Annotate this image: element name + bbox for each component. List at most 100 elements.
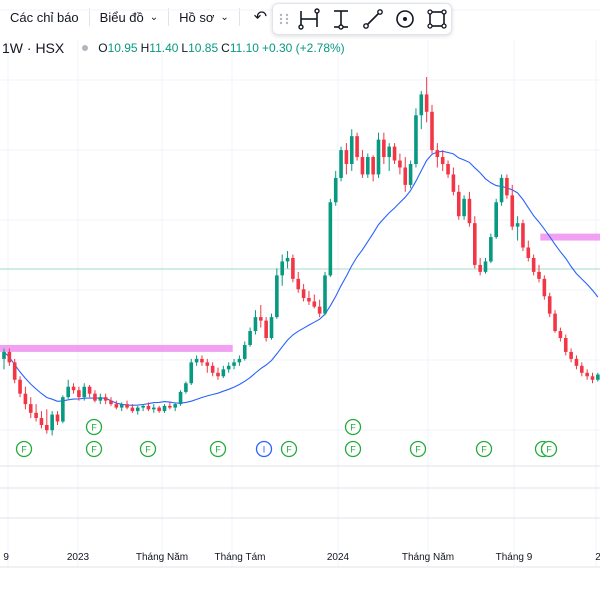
candle-up[interactable] — [221, 369, 226, 377]
candle-up[interactable] — [515, 223, 520, 227]
candle-down[interactable] — [403, 167, 408, 185]
candle-down[interactable] — [360, 157, 365, 175]
candle-down[interactable] — [77, 390, 81, 398]
candle-up[interactable] — [194, 358, 199, 363]
candle-down[interactable] — [446, 164, 450, 175]
candle-up[interactable] — [499, 177, 504, 203]
candle-down[interactable] — [259, 317, 263, 321]
dividend-event-marker[interactable]: F — [475, 440, 493, 458]
symbol-label[interactable]: 1W · HSX — [2, 40, 65, 56]
candle-down[interactable] — [569, 351, 573, 359]
candle-up[interactable] — [61, 397, 65, 422]
candle-down[interactable] — [553, 313, 557, 332]
price-range-tool[interactable] — [327, 5, 355, 33]
candle-up[interactable] — [189, 362, 194, 384]
candle-down[interactable] — [71, 386, 76, 391]
candle-down[interactable] — [424, 94, 429, 112]
candle-up[interactable] — [98, 397, 103, 401]
rectangle-tool[interactable] — [423, 5, 451, 33]
candle-up[interactable] — [237, 358, 242, 363]
candle-down[interactable] — [505, 177, 509, 196]
candle-down[interactable] — [39, 418, 44, 425]
candle-up[interactable] — [285, 257, 290, 262]
candle-up[interactable] — [280, 261, 284, 276]
candle-down[interactable] — [590, 376, 595, 380]
candle-down[interactable] — [205, 362, 210, 366]
candle-up[interactable] — [269, 317, 274, 338]
candle-up[interactable] — [232, 362, 236, 366]
candle-up[interactable] — [173, 404, 177, 408]
candle-up[interactable] — [119, 404, 124, 408]
candle-down[interactable] — [526, 247, 531, 258]
dividend-event-marker[interactable]: F — [540, 440, 558, 458]
candle-up[interactable] — [483, 261, 488, 272]
candle-down[interactable] — [456, 191, 461, 217]
candle-up[interactable] — [462, 198, 466, 217]
candle-up[interactable] — [489, 237, 493, 262]
candle-down[interactable] — [55, 414, 60, 422]
candle-up[interactable] — [82, 386, 87, 398]
candle-up[interactable] — [328, 202, 333, 276]
candle-up[interactable] — [387, 146, 391, 158]
candle-down[interactable] — [558, 331, 563, 338]
undo-button[interactable]: ↶ — [240, 0, 281, 34]
candle-down[interactable] — [28, 404, 33, 413]
chart-type-button[interactable]: Biểu đồ ⌄ — [90, 0, 168, 34]
candle-up[interactable] — [226, 365, 231, 370]
candle-up[interactable] — [253, 317, 258, 332]
candle-down[interactable] — [87, 386, 92, 394]
candle-down[interactable] — [435, 150, 440, 158]
candle-down[interactable] — [210, 365, 215, 373]
candle-down[interactable] — [12, 362, 17, 380]
candle-up[interactable] — [323, 275, 327, 314]
dividend-event-marker[interactable]: F — [344, 418, 362, 436]
dividend-event-marker[interactable]: F — [85, 440, 103, 458]
candle-down[interactable] — [547, 296, 552, 314]
candle-down[interactable] — [200, 358, 204, 363]
candle-down[interactable] — [103, 397, 108, 401]
candle-up[interactable] — [152, 407, 156, 410]
dividend-event-marker[interactable]: F — [139, 440, 157, 458]
candle-up[interactable] — [376, 139, 381, 175]
candle-up[interactable] — [494, 202, 498, 238]
candle-down[interactable] — [371, 157, 375, 175]
candle-down[interactable] — [109, 400, 113, 405]
candle-up[interactable] — [414, 115, 418, 164]
candle-up[interactable] — [349, 136, 354, 164]
candle-down[interactable] — [542, 278, 547, 297]
candle-down[interactable] — [125, 404, 129, 408]
dividend-event-marker[interactable]: F — [85, 418, 103, 436]
candle-up[interactable] — [162, 405, 167, 412]
candle-up[interactable] — [333, 177, 338, 203]
candle-down[interactable] — [521, 223, 525, 248]
candle-down[interactable] — [317, 306, 322, 314]
candle-down[interactable] — [355, 136, 359, 158]
candle-down[interactable] — [291, 257, 295, 279]
candle-up[interactable] — [242, 344, 247, 359]
candle-down[interactable] — [23, 393, 28, 405]
circle-tool[interactable] — [391, 5, 419, 33]
dividend-event-marker[interactable]: F — [15, 440, 33, 458]
candle-down[interactable] — [7, 351, 12, 363]
trend-line-tool[interactable] — [359, 5, 387, 33]
candle-down[interactable] — [585, 372, 589, 377]
candle-up[interactable] — [408, 164, 413, 185]
dividend-event-marker[interactable]: F — [344, 440, 362, 458]
candle-down[interactable] — [430, 111, 434, 151]
time-axis[interactable]: g 9 2023 Tháng Năm Tháng Tám 2024 Tháng Năm Th… — [0, 552, 600, 563]
candle-down[interactable] — [146, 405, 151, 410]
candle-up[interactable] — [50, 414, 54, 431]
candle-down[interactable] — [537, 271, 541, 279]
candle-down[interactable] — [440, 157, 445, 164]
candle-up[interactable] — [178, 391, 183, 405]
candle-down[interactable] — [580, 365, 584, 373]
candle-up[interactable] — [248, 331, 252, 345]
candle-down[interactable] — [392, 146, 397, 161]
candle-up[interactable] — [2, 351, 6, 359]
candle-up[interactable] — [141, 405, 145, 408]
candle-down[interactable] — [296, 278, 301, 290]
candle-down[interactable] — [130, 407, 135, 412]
dividend-event-marker[interactable]: F — [280, 440, 298, 458]
candle-down[interactable] — [531, 257, 536, 272]
